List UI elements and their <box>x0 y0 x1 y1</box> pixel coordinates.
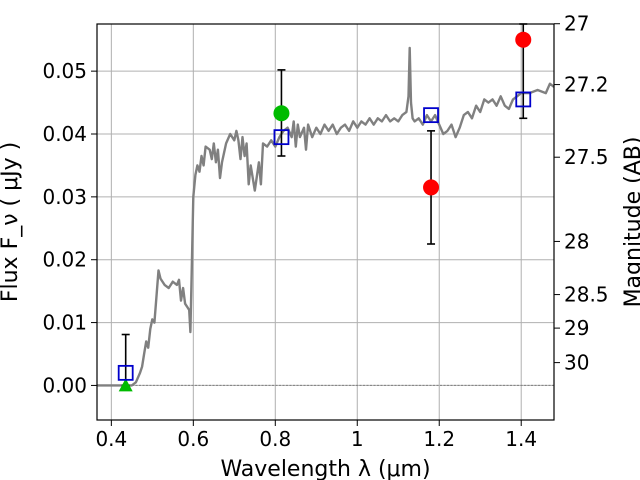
right-tick-label: 27.2 <box>564 73 609 97</box>
y-tick-label: 0.02 <box>42 248 87 272</box>
green-triangle-point <box>118 378 133 392</box>
x-tick-label: 1.4 <box>505 427 537 451</box>
x-tick-label: 0.6 <box>177 427 209 451</box>
y-tick-label: 0.05 <box>42 59 87 83</box>
model-photometry-point <box>117 364 134 381</box>
y-axis-label: Flux F_ν ( μJy ) <box>0 142 23 302</box>
x-tick-label: 1.2 <box>423 427 455 451</box>
right-tick-label: 30 <box>564 351 589 375</box>
y-axis-ticks: 0.00 0.01 0.02 0.03 0.04 0.05 <box>42 59 97 397</box>
photometry-markers <box>117 31 532 392</box>
right-tick-label: 27.5 <box>564 145 609 169</box>
grid-lines <box>97 24 554 420</box>
right-tick-label: 27 <box>564 12 589 36</box>
model-spectrum-line <box>97 46 555 387</box>
model-photometry-point <box>273 129 290 146</box>
right-axis-ticks: 27 27.2 27.5 28 28.5 29 30 <box>554 12 609 375</box>
x-axis-ticks: 0.4 0.6 0.8 1 1.2 1.4 <box>95 420 537 451</box>
plot-frame <box>96 23 555 421</box>
model-photometry-point <box>423 107 439 124</box>
right-tick-label: 28.5 <box>564 283 609 307</box>
x-tick-label: 1 <box>351 427 364 451</box>
detection-point <box>515 31 532 48</box>
right-tick-label: 28 <box>564 229 589 253</box>
x-tick-label: 0.8 <box>259 427 291 451</box>
x-axis-label: Wavelength λ (μm) <box>220 457 430 480</box>
y-tick-label: 0.03 <box>42 185 87 209</box>
green-circle-point <box>273 105 290 122</box>
y-tick-label: 0.01 <box>42 311 87 335</box>
y-tick-label: 0.04 <box>42 122 87 146</box>
error-bars <box>121 23 528 387</box>
model-spectrum <box>97 46 555 387</box>
right-tick-label: 29 <box>564 316 589 340</box>
detection-point <box>423 179 440 196</box>
y-tick-label: 0.00 <box>42 373 87 397</box>
x-tick-label: 0.4 <box>95 427 127 451</box>
model-photometry-point <box>515 91 532 108</box>
right-axis-label: Magnitude (AB) <box>621 137 640 308</box>
